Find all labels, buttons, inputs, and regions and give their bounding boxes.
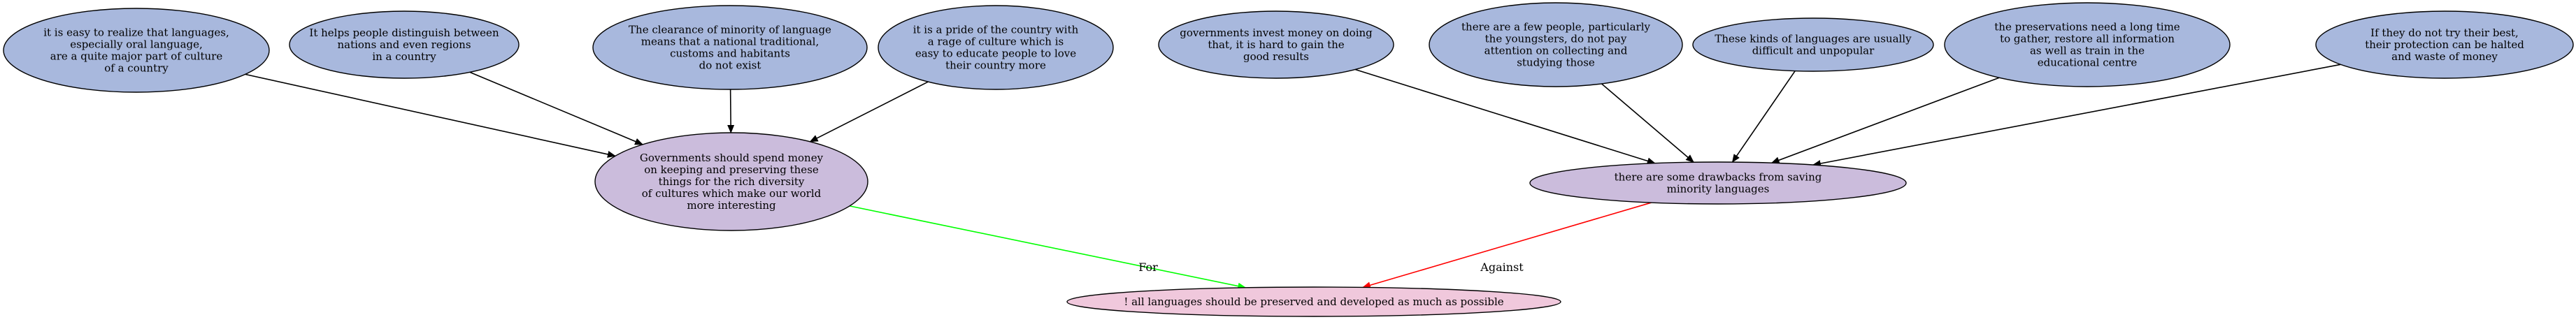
premise-node-p8-line: as well as train in the: [2030, 45, 2145, 57]
premise-node-p4-text: it is a pride of the country with a rage …: [913, 24, 1079, 72]
premise-node-p2-shape: [289, 10, 520, 79]
premise-node-p5-text: governments invest money on doing that, i…: [1180, 27, 1373, 63]
edge-p8-to-claim-against: [1770, 77, 2000, 164]
premise-node-p3-text: The clearance of minority of language mea…: [629, 24, 831, 72]
claim-node-claim-for-shape: [594, 132, 868, 231]
premise-node-p5: governments invest money on doing that, i…: [1158, 10, 1394, 79]
premise-node-p2-line: in a country: [372, 50, 436, 63]
premise-node-p9-text: If they do not try their best, their prot…: [2365, 27, 2524, 63]
premise-node-p8: the preservations need a long time to gat…: [1944, 2, 2231, 87]
premise-node-p3-line: do not exist: [699, 59, 761, 72]
premise-node-p3-line: means that a national traditional,: [641, 36, 820, 48]
premise-node-p5-line: good results: [1243, 50, 1309, 63]
premise-node-p7-text: These kinds of languages are usually diff…: [1715, 33, 1912, 57]
premise-node-p4-line: easy to educate people to love: [915, 47, 1076, 60]
edge-p5-to-claim-against: [1354, 68, 1656, 165]
premise-node-p1: it is easy to realize that languages, esp…: [3, 8, 270, 93]
premise-node-p6-line: the youngsters, do not pay: [1485, 33, 1627, 45]
claim-node-claim-against: there are some drawbacks from saving mino…: [1529, 161, 1907, 205]
edge-p1-to-claim-for: [245, 73, 616, 158]
premise-node-p6-line: attention on collecting and: [1484, 45, 1628, 57]
premise-node-p5-line: that, it is hard to gain the: [1208, 38, 1344, 51]
claim-node-claim-against-line: there are some drawbacks from saving: [1615, 171, 1822, 184]
conclusion-node: ! all languages should be preserved and …: [1066, 286, 1561, 317]
premise-node-p7-shape: [1692, 17, 1934, 72]
premise-node-p2: It helps people distinguish between natio…: [289, 10, 520, 79]
premise-node-p9-line: their protection can be halted: [2365, 38, 2524, 51]
premise-node-p9-shape: [2315, 10, 2574, 79]
premise-node-p2-line: nations and even regions: [337, 38, 471, 51]
conclusion-node-text: ! all languages should be preserved and …: [1124, 295, 1503, 308]
premise-node-p5-shape: [1158, 10, 1394, 79]
edge-for: [849, 205, 1247, 290]
claim-node-claim-for-line: Governments should spend money: [640, 152, 824, 164]
premise-node-p6-shape: [1429, 2, 1683, 87]
edge-p2-to-claim-for: [469, 71, 644, 145]
premise-node-p9: If they do not try their best, their prot…: [2315, 10, 2574, 79]
edge-label-against: Against: [1480, 261, 1524, 274]
premise-node-p3-line: customs and habitants: [670, 47, 790, 60]
premise-node-p1-line: it is easy to realize that languages,: [43, 27, 229, 39]
premise-node-p8-shape: [1944, 2, 2231, 87]
claim-node-claim-for-line: things for the rich diversity: [659, 175, 805, 188]
premise-node-p9-line: and waste of money: [2391, 50, 2498, 63]
edge-against: [1362, 202, 1652, 289]
premise-node-p4-shape: [878, 5, 1114, 90]
premise-node-p2-line: It helps people distinguish between: [309, 27, 499, 39]
edge-p7-to-claim-against: [1731, 71, 1796, 163]
premise-node-p7: These kinds of languages are usually diff…: [1692, 17, 1934, 72]
premise-node-p1-line: are a quite major part of culture: [50, 50, 223, 63]
premise-node-p7-line: difficult and unpopular: [1752, 45, 1875, 57]
premise-node-p9-line: If they do not try their best,: [2370, 27, 2519, 39]
premise-node-p8-line: to gather, restore all information: [2000, 33, 2175, 45]
claim-node-claim-for-line: on keeping and preserving these: [644, 163, 819, 176]
premise-node-p3-line: The clearance of minority of language: [629, 24, 831, 36]
premise-node-p7-line: These kinds of languages are usually: [1715, 33, 1912, 45]
premise-node-p8-text: the preservations need a long time to gat…: [1994, 21, 2180, 69]
premise-node-p8-line: educational centre: [2038, 57, 2138, 69]
claim-node-claim-against-line: minority languages: [1667, 183, 1770, 196]
premise-node-p6-line: studying those: [1517, 57, 1595, 69]
premise-node-p1-line: especially oral language,: [70, 38, 203, 51]
premise-node-p6-line: there are a few people, particularly: [1461, 21, 1651, 34]
premise-node-p2-text: It helps people distinguish between natio…: [309, 27, 499, 63]
premise-node-p4-line: it is a pride of the country with: [913, 24, 1079, 36]
premise-node-p3-shape: [592, 5, 868, 90]
claim-node-claim-for-line: of cultures which make our world: [642, 187, 822, 200]
claim-node-claim-for: Governments should spend money on keeping…: [594, 132, 868, 231]
edge-p6-to-claim-against: [1601, 83, 1694, 163]
edge-p4-to-claim-for: [809, 81, 929, 142]
premise-node-p8-line: the preservations need a long time: [1994, 21, 2180, 34]
edges: For Against: [245, 64, 2341, 290]
edge-label-for: For: [1138, 261, 1158, 274]
claim-node-claim-for-line: more interesting: [687, 199, 776, 212]
premise-node-p4-line: their country more: [945, 59, 1046, 72]
claim-node-claim-for-text: Governments should spend money on keeping…: [640, 152, 824, 212]
edge-p9-to-claim-against: [1812, 64, 2341, 167]
premise-node-p4-line: a rage of culture which is: [928, 36, 1064, 48]
claim-node-claim-against-text: there are some drawbacks from saving mino…: [1615, 171, 1822, 196]
premise-node-p3: The clearance of minority of language mea…: [592, 5, 868, 90]
conclusion-node-line: ! all languages should be preserved and …: [1124, 295, 1503, 308]
premise-node-p1-line: of a country: [104, 62, 169, 75]
premise-node-p1-shape: [3, 8, 270, 93]
premise-node-p1-text: it is easy to realize that languages, esp…: [43, 27, 229, 75]
premise-node-p6-text: there are a few people, particularly the …: [1461, 21, 1651, 69]
premise-node-p6: there are a few people, particularly the …: [1429, 2, 1683, 87]
conclusion-node-shape: [1066, 286, 1561, 317]
nodes: it is easy to realize that languages, esp…: [3, 2, 2574, 317]
premise-node-p5-line: governments invest money on doing: [1180, 27, 1373, 39]
claim-node-claim-against-shape: [1529, 161, 1907, 205]
premise-node-p4: it is a pride of the country with a rage …: [878, 5, 1114, 90]
